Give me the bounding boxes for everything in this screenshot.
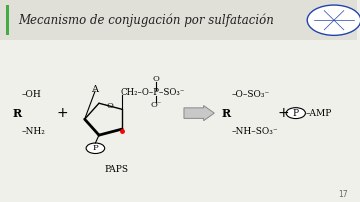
Text: –AMP: –AMP [305, 109, 332, 118]
Text: O: O [153, 75, 159, 83]
Bar [0, 0, 357, 40]
Text: Mecanismo de conjugación por sulfatación: Mecanismo de conjugación por sulfatación [18, 14, 274, 27]
Text: A: A [91, 85, 99, 94]
Text: –NH–SO₃⁻: –NH–SO₃⁻ [231, 127, 278, 136]
Text: O⁻: O⁻ [150, 101, 162, 109]
Text: R: R [221, 108, 230, 119]
Text: P: P [93, 144, 98, 152]
Circle shape [307, 5, 360, 35]
Bar [6, 5, 9, 35]
Text: +: + [277, 106, 289, 120]
Circle shape [86, 143, 105, 154]
Text: –NH₂: –NH₂ [22, 127, 45, 136]
Text: P: P [293, 109, 299, 118]
Text: O: O [106, 102, 113, 110]
Text: 17: 17 [339, 190, 348, 199]
Text: –OH: –OH [22, 90, 41, 99]
Circle shape [286, 108, 305, 119]
Text: –O–SO₃⁻: –O–SO₃⁻ [231, 90, 269, 99]
Text: CH₂–O–P–SO₃⁻: CH₂–O–P–SO₃⁻ [120, 88, 185, 97]
Text: +: + [57, 106, 68, 120]
FancyArrow shape [184, 105, 214, 121]
Text: PAPS: PAPS [104, 165, 128, 174]
Text: R: R [13, 108, 22, 119]
